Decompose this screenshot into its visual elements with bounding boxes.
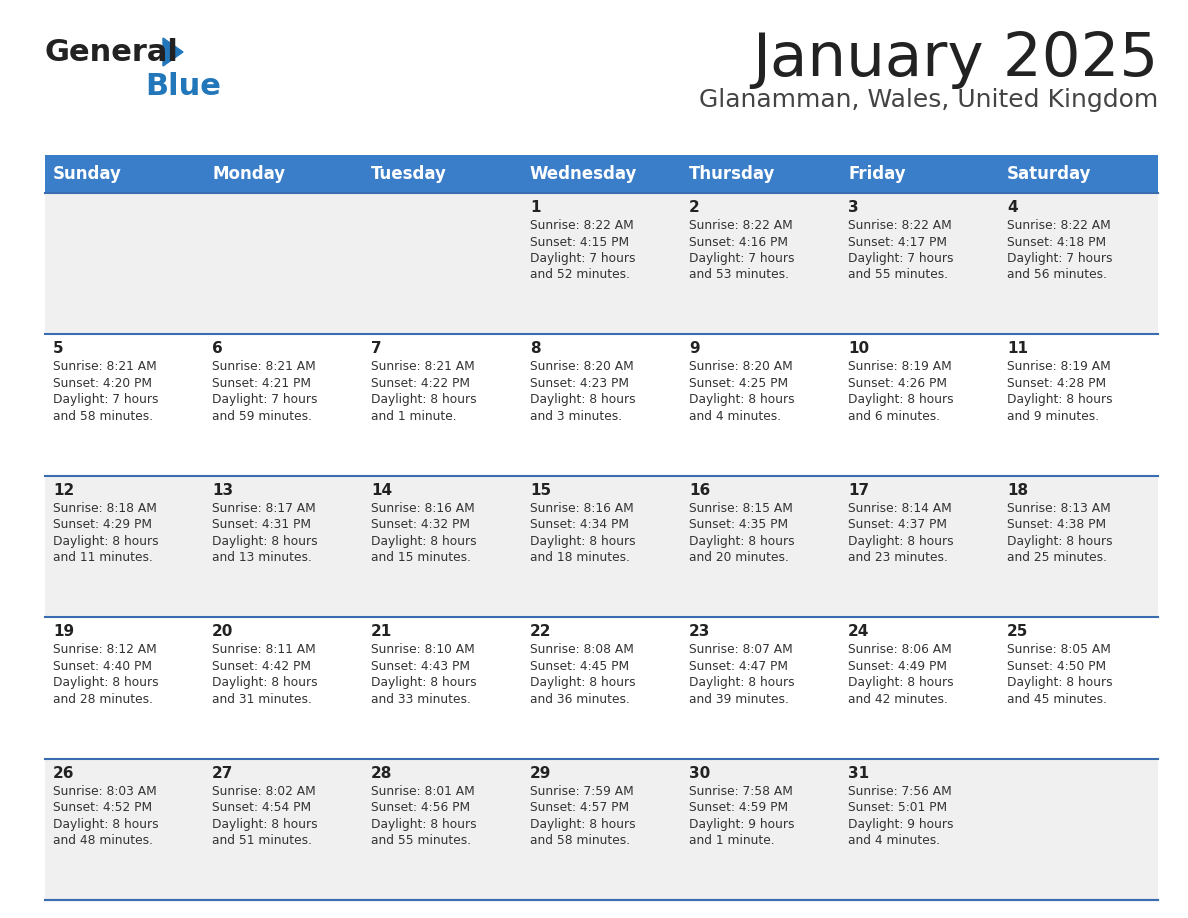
- Text: 5: 5: [53, 341, 64, 356]
- Text: January 2025: January 2025: [752, 30, 1158, 89]
- Text: 27: 27: [211, 766, 233, 780]
- Text: Thursday: Thursday: [689, 165, 776, 183]
- Text: Sunrise: 8:19 AM
Sunset: 4:28 PM
Daylight: 8 hours
and 9 minutes.: Sunrise: 8:19 AM Sunset: 4:28 PM Dayligh…: [1007, 361, 1113, 423]
- Text: 23: 23: [689, 624, 710, 639]
- Text: 25: 25: [1007, 624, 1029, 639]
- Text: 2: 2: [689, 200, 700, 215]
- Text: 13: 13: [211, 483, 233, 498]
- Text: 9: 9: [689, 341, 700, 356]
- Text: Saturday: Saturday: [1007, 165, 1092, 183]
- Polygon shape: [163, 38, 183, 66]
- Text: 3: 3: [848, 200, 859, 215]
- Text: Sunrise: 8:22 AM
Sunset: 4:15 PM
Daylight: 7 hours
and 52 minutes.: Sunrise: 8:22 AM Sunset: 4:15 PM Dayligh…: [530, 219, 636, 282]
- Text: Sunrise: 8:03 AM
Sunset: 4:52 PM
Daylight: 8 hours
and 48 minutes.: Sunrise: 8:03 AM Sunset: 4:52 PM Dayligh…: [53, 785, 159, 847]
- Text: 24: 24: [848, 624, 870, 639]
- Text: 11: 11: [1007, 341, 1028, 356]
- Text: 15: 15: [530, 483, 551, 498]
- Text: 28: 28: [371, 766, 392, 780]
- Text: 14: 14: [371, 483, 392, 498]
- Bar: [45, 476, 1158, 617]
- Text: Blue: Blue: [145, 72, 221, 101]
- Text: Sunrise: 8:07 AM
Sunset: 4:47 PM
Daylight: 8 hours
and 39 minutes.: Sunrise: 8:07 AM Sunset: 4:47 PM Dayligh…: [689, 644, 795, 706]
- Text: General: General: [45, 38, 179, 67]
- Text: Sunrise: 8:02 AM
Sunset: 4:54 PM
Daylight: 8 hours
and 51 minutes.: Sunrise: 8:02 AM Sunset: 4:54 PM Dayligh…: [211, 785, 317, 847]
- Text: Sunrise: 8:05 AM
Sunset: 4:50 PM
Daylight: 8 hours
and 45 minutes.: Sunrise: 8:05 AM Sunset: 4:50 PM Dayligh…: [1007, 644, 1113, 706]
- Text: 19: 19: [53, 624, 74, 639]
- Text: Friday: Friday: [848, 165, 905, 183]
- Text: Sunrise: 8:21 AM
Sunset: 4:20 PM
Daylight: 7 hours
and 58 minutes.: Sunrise: 8:21 AM Sunset: 4:20 PM Dayligh…: [53, 361, 158, 423]
- Text: 31: 31: [848, 766, 870, 780]
- Text: Sunrise: 8:19 AM
Sunset: 4:26 PM
Daylight: 8 hours
and 6 minutes.: Sunrise: 8:19 AM Sunset: 4:26 PM Dayligh…: [848, 361, 954, 423]
- Text: Sunrise: 8:13 AM
Sunset: 4:38 PM
Daylight: 8 hours
and 25 minutes.: Sunrise: 8:13 AM Sunset: 4:38 PM Dayligh…: [1007, 502, 1113, 565]
- Text: Sunrise: 8:10 AM
Sunset: 4:43 PM
Daylight: 8 hours
and 33 minutes.: Sunrise: 8:10 AM Sunset: 4:43 PM Dayligh…: [371, 644, 476, 706]
- Text: Sunrise: 8:08 AM
Sunset: 4:45 PM
Daylight: 8 hours
and 36 minutes.: Sunrise: 8:08 AM Sunset: 4:45 PM Dayligh…: [530, 644, 636, 706]
- Text: Sunrise: 8:15 AM
Sunset: 4:35 PM
Daylight: 8 hours
and 20 minutes.: Sunrise: 8:15 AM Sunset: 4:35 PM Dayligh…: [689, 502, 795, 565]
- Text: 6: 6: [211, 341, 223, 356]
- Text: Tuesday: Tuesday: [371, 165, 447, 183]
- Text: Sunrise: 8:22 AM
Sunset: 4:16 PM
Daylight: 7 hours
and 53 minutes.: Sunrise: 8:22 AM Sunset: 4:16 PM Dayligh…: [689, 219, 795, 282]
- Text: 26: 26: [53, 766, 75, 780]
- Text: 22: 22: [530, 624, 551, 639]
- Bar: [45, 617, 1158, 758]
- Text: 21: 21: [371, 624, 392, 639]
- Text: Wednesday: Wednesday: [530, 165, 638, 183]
- Text: Sunrise: 8:20 AM
Sunset: 4:23 PM
Daylight: 8 hours
and 3 minutes.: Sunrise: 8:20 AM Sunset: 4:23 PM Dayligh…: [530, 361, 636, 423]
- Text: 4: 4: [1007, 200, 1018, 215]
- Text: Sunrise: 8:21 AM
Sunset: 4:21 PM
Daylight: 7 hours
and 59 minutes.: Sunrise: 8:21 AM Sunset: 4:21 PM Dayligh…: [211, 361, 317, 423]
- Text: Sunrise: 8:18 AM
Sunset: 4:29 PM
Daylight: 8 hours
and 11 minutes.: Sunrise: 8:18 AM Sunset: 4:29 PM Dayligh…: [53, 502, 159, 565]
- Text: 7: 7: [371, 341, 381, 356]
- Text: 17: 17: [848, 483, 870, 498]
- Text: Sunrise: 7:56 AM
Sunset: 5:01 PM
Daylight: 9 hours
and 4 minutes.: Sunrise: 7:56 AM Sunset: 5:01 PM Dayligh…: [848, 785, 954, 847]
- Text: Sunrise: 8:20 AM
Sunset: 4:25 PM
Daylight: 8 hours
and 4 minutes.: Sunrise: 8:20 AM Sunset: 4:25 PM Dayligh…: [689, 361, 795, 423]
- Text: 29: 29: [530, 766, 551, 780]
- Text: Sunrise: 8:14 AM
Sunset: 4:37 PM
Daylight: 8 hours
and 23 minutes.: Sunrise: 8:14 AM Sunset: 4:37 PM Dayligh…: [848, 502, 954, 565]
- Text: 12: 12: [53, 483, 74, 498]
- Text: Sunday: Sunday: [53, 165, 122, 183]
- Text: 16: 16: [689, 483, 710, 498]
- Text: Sunrise: 8:12 AM
Sunset: 4:40 PM
Daylight: 8 hours
and 28 minutes.: Sunrise: 8:12 AM Sunset: 4:40 PM Dayligh…: [53, 644, 159, 706]
- Text: Sunrise: 8:16 AM
Sunset: 4:32 PM
Daylight: 8 hours
and 15 minutes.: Sunrise: 8:16 AM Sunset: 4:32 PM Dayligh…: [371, 502, 476, 565]
- Text: Sunrise: 7:59 AM
Sunset: 4:57 PM
Daylight: 8 hours
and 58 minutes.: Sunrise: 7:59 AM Sunset: 4:57 PM Dayligh…: [530, 785, 636, 847]
- Text: Sunrise: 7:58 AM
Sunset: 4:59 PM
Daylight: 9 hours
and 1 minute.: Sunrise: 7:58 AM Sunset: 4:59 PM Dayligh…: [689, 785, 795, 847]
- Text: 10: 10: [848, 341, 870, 356]
- Text: 30: 30: [689, 766, 710, 780]
- Text: Sunrise: 8:01 AM
Sunset: 4:56 PM
Daylight: 8 hours
and 55 minutes.: Sunrise: 8:01 AM Sunset: 4:56 PM Dayligh…: [371, 785, 476, 847]
- Bar: [45, 334, 1158, 476]
- Bar: [45, 758, 1158, 900]
- Text: Sunrise: 8:06 AM
Sunset: 4:49 PM
Daylight: 8 hours
and 42 minutes.: Sunrise: 8:06 AM Sunset: 4:49 PM Dayligh…: [848, 644, 954, 706]
- Text: Sunrise: 8:16 AM
Sunset: 4:34 PM
Daylight: 8 hours
and 18 minutes.: Sunrise: 8:16 AM Sunset: 4:34 PM Dayligh…: [530, 502, 636, 565]
- Bar: [45, 193, 1158, 334]
- Text: Sunrise: 8:11 AM
Sunset: 4:42 PM
Daylight: 8 hours
and 31 minutes.: Sunrise: 8:11 AM Sunset: 4:42 PM Dayligh…: [211, 644, 317, 706]
- Text: Sunrise: 8:17 AM
Sunset: 4:31 PM
Daylight: 8 hours
and 13 minutes.: Sunrise: 8:17 AM Sunset: 4:31 PM Dayligh…: [211, 502, 317, 565]
- Text: Sunrise: 8:21 AM
Sunset: 4:22 PM
Daylight: 8 hours
and 1 minute.: Sunrise: 8:21 AM Sunset: 4:22 PM Dayligh…: [371, 361, 476, 423]
- Text: Sunrise: 8:22 AM
Sunset: 4:18 PM
Daylight: 7 hours
and 56 minutes.: Sunrise: 8:22 AM Sunset: 4:18 PM Dayligh…: [1007, 219, 1112, 282]
- Text: Monday: Monday: [211, 165, 285, 183]
- Text: 20: 20: [211, 624, 233, 639]
- Text: 8: 8: [530, 341, 541, 356]
- Bar: [45, 155, 1158, 193]
- Text: 18: 18: [1007, 483, 1028, 498]
- Text: 1: 1: [530, 200, 541, 215]
- Text: Glanamman, Wales, United Kingdom: Glanamman, Wales, United Kingdom: [699, 88, 1158, 112]
- Text: Sunrise: 8:22 AM
Sunset: 4:17 PM
Daylight: 7 hours
and 55 minutes.: Sunrise: 8:22 AM Sunset: 4:17 PM Dayligh…: [848, 219, 954, 282]
